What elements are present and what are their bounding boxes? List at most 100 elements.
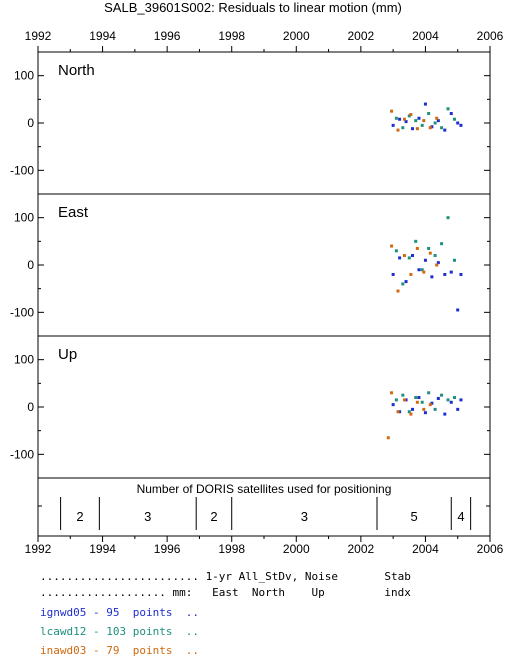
data-point: [411, 127, 415, 131]
x-tick-label-top: 2002: [348, 29, 375, 43]
data-point: [409, 412, 413, 416]
data-point: [435, 263, 439, 267]
data-point: [414, 119, 418, 123]
data-point: [398, 410, 402, 414]
data-point: [391, 272, 395, 276]
satellite-count: 2: [76, 509, 83, 524]
data-point: [409, 112, 413, 116]
data-point: [449, 400, 453, 404]
data-point: [401, 393, 405, 397]
data-point: [401, 126, 405, 130]
data-point: [390, 109, 394, 113]
data-point: [430, 401, 434, 405]
data-point: [456, 121, 460, 125]
x-tick-label-bottom: 2006: [477, 542, 504, 556]
data-point: [411, 407, 415, 411]
data-point: [396, 289, 400, 293]
y-tick-label: 100: [14, 69, 34, 83]
data-point: [415, 127, 419, 131]
x-tick-label-top: 1994: [89, 29, 116, 43]
data-point: [420, 268, 424, 272]
x-tick-label-bottom: 2000: [283, 542, 310, 556]
data-point: [452, 258, 456, 262]
data-point: [401, 282, 405, 286]
data-point: [407, 410, 411, 414]
data-point: [436, 396, 440, 400]
data-point: [390, 391, 394, 395]
satellite-count: 5: [411, 509, 418, 524]
satellite-count: 3: [301, 509, 308, 524]
data-point: [427, 246, 431, 250]
data-point: [414, 239, 418, 243]
chart-title: SALB_39601S002: Residuals to linear moti…: [104, 0, 402, 15]
data-point: [415, 400, 419, 404]
data-point: [452, 396, 456, 400]
data-point: [414, 396, 418, 400]
satellite-panel-frame: [37, 477, 491, 537]
data-point: [446, 216, 450, 220]
data-point: [402, 117, 406, 121]
data-point: [420, 123, 424, 127]
data-point: [422, 119, 426, 123]
y-tick-label: 0: [27, 116, 34, 130]
data-point: [428, 126, 432, 130]
data-point: [449, 270, 453, 274]
x-tick-label-top: 2004: [412, 29, 439, 43]
data-point: [407, 256, 411, 260]
panel-frame: [37, 193, 491, 337]
y-tick-label: 0: [27, 400, 34, 414]
data-point: [456, 407, 460, 411]
data-point: [404, 120, 408, 124]
data-point: [398, 256, 402, 260]
data-point: [391, 123, 395, 127]
data-point: [422, 407, 426, 411]
legend-row-lcawd12: lcawd12 - 103 points ..: [40, 625, 199, 638]
x-tick-label-bottom: 1998: [218, 542, 245, 556]
data-point: [423, 258, 427, 262]
data-point: [394, 116, 398, 120]
data-point: [402, 254, 406, 258]
data-point: [436, 119, 440, 123]
data-point: [443, 412, 447, 416]
satellite-panel-title: Number of DORIS satellites used for posi…: [137, 482, 392, 496]
y-tick-label: -100: [10, 163, 34, 177]
x-tick-label-bottom: 2002: [348, 542, 375, 556]
data-point: [433, 254, 437, 258]
panel-frame: [37, 51, 491, 195]
data-point: [394, 398, 398, 402]
data-point: [459, 123, 463, 127]
data-point: [394, 249, 398, 253]
x-tick-label-bottom: 2004: [412, 542, 439, 556]
data-point: [404, 398, 408, 402]
y-tick-label: 0: [27, 258, 34, 272]
data-point: [433, 121, 437, 125]
data-point: [411, 254, 415, 258]
x-tick-label-bottom: 1992: [25, 542, 52, 556]
x-tick-label-top: 1992: [25, 29, 52, 43]
data-point: [446, 107, 450, 111]
y-tick-label: -100: [10, 305, 34, 319]
data-point: [449, 112, 453, 116]
y-tick-label: 100: [14, 211, 34, 225]
x-tick-label-top: 2006: [477, 29, 504, 43]
data-point: [440, 393, 444, 397]
x-tick-label-bottom: 1996: [154, 542, 181, 556]
data-point: [409, 272, 413, 276]
x-tick-label-top: 1996: [154, 29, 181, 43]
data-point: [417, 268, 421, 272]
data-point: [423, 102, 427, 106]
data-point: [428, 251, 432, 255]
data-point: [436, 261, 440, 265]
data-point: [391, 403, 395, 407]
satellite-count: 4: [457, 509, 464, 524]
data-point: [440, 126, 444, 130]
data-point: [427, 391, 431, 395]
data-point: [430, 275, 434, 279]
data-point: [402, 398, 406, 402]
data-point: [443, 272, 447, 276]
data-point: [404, 280, 408, 284]
data-point: [417, 396, 421, 400]
data-point: [459, 272, 463, 276]
data-point: [446, 398, 450, 402]
data-point: [459, 398, 463, 402]
